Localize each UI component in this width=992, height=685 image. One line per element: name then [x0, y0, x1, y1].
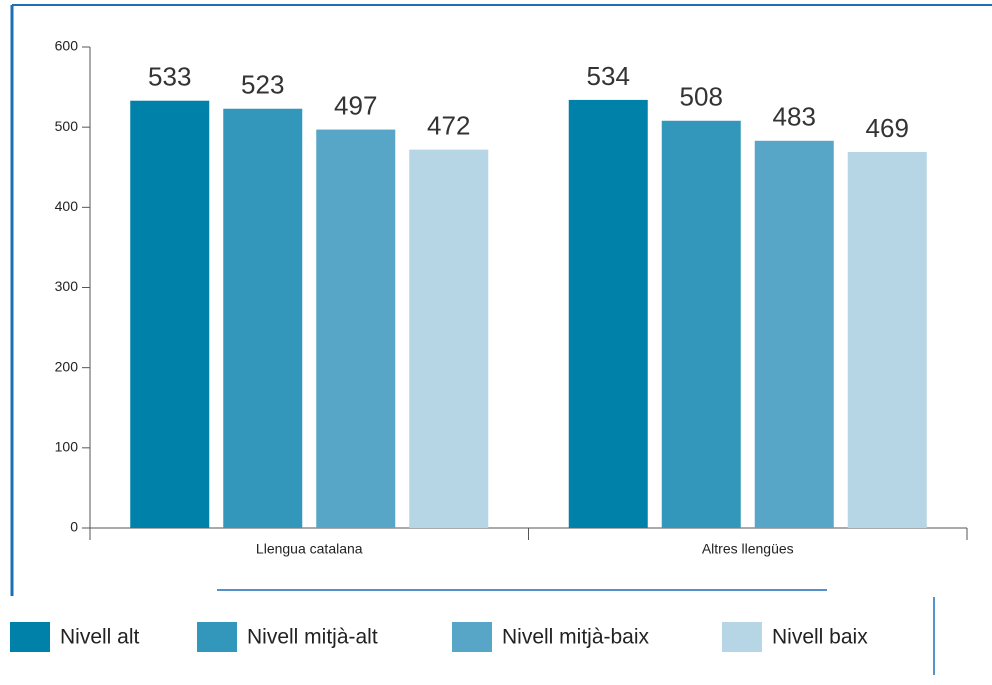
value-label: 469	[866, 113, 909, 143]
y-tick-label: 200	[55, 358, 79, 374]
x-tick-label: Altres llengües	[702, 541, 794, 557]
legend-label: Nivell mitjà-alt	[247, 626, 378, 649]
value-label: 534	[587, 61, 630, 91]
value-label: 523	[241, 70, 284, 100]
bar	[130, 100, 210, 528]
bar	[409, 149, 489, 528]
value-label: 497	[334, 90, 377, 120]
bar	[223, 108, 303, 528]
y-tick-label: 400	[55, 198, 79, 214]
value-label: 483	[773, 102, 816, 132]
legend-swatch	[452, 622, 492, 652]
bar	[847, 152, 927, 529]
value-label: 533	[148, 62, 191, 92]
y-tick-label: 0	[70, 519, 78, 535]
y-tick-label: 500	[55, 118, 79, 134]
legend-label: Nivell mitjà-baix	[502, 626, 650, 649]
legend-swatch	[197, 622, 237, 652]
bar	[316, 129, 396, 529]
bar	[754, 140, 834, 529]
bar	[661, 120, 741, 529]
value-label: 472	[427, 110, 470, 140]
legend-label: Nivell alt	[60, 626, 140, 649]
value-label: 508	[680, 82, 723, 112]
x-tick-label: Llengua catalana	[256, 541, 363, 557]
bar	[568, 99, 648, 528]
legend-label: Nivell baix	[772, 626, 868, 649]
y-tick-label: 300	[55, 278, 79, 294]
y-tick-label: 100	[55, 439, 79, 455]
legend-swatch	[722, 622, 762, 652]
legend-swatch	[10, 622, 50, 652]
y-tick-label: 600	[55, 38, 79, 54]
